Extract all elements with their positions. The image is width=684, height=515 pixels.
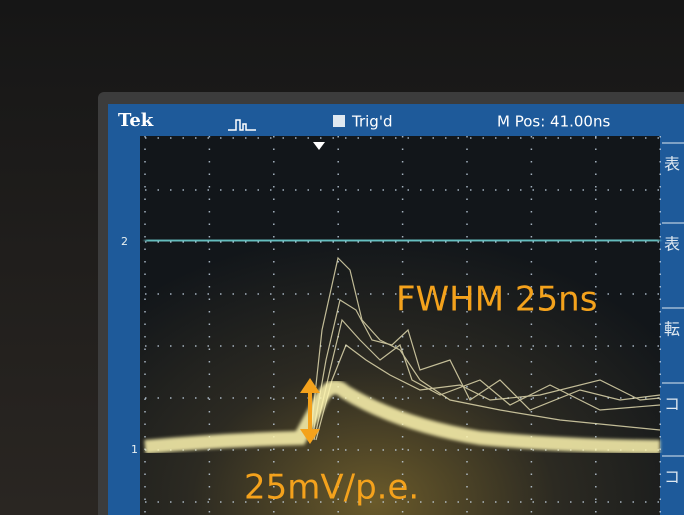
position: M Pos: 41.00ns xyxy=(497,113,610,131)
menu-item: コ xyxy=(664,395,680,414)
trigger-status: Trig'd xyxy=(351,113,392,131)
channel-1-label: 1 xyxy=(131,443,138,456)
brand: Tek xyxy=(118,110,154,131)
fwhm-annotation: FWHM 25ns xyxy=(396,280,597,320)
menu-item: 転 xyxy=(664,320,680,339)
screen xyxy=(140,136,660,515)
menu-item: 表 xyxy=(664,155,680,174)
page: Tek Trig'd M Pos: 41.00ns 2 1 FWHM 25ns … xyxy=(0,0,684,515)
trigger-box xyxy=(333,115,345,127)
gain-annotation: 25mV/p.e. xyxy=(244,468,419,508)
menu-item: コ xyxy=(664,468,680,487)
channel-2-label: 2 xyxy=(121,235,128,248)
menu-item: 表 xyxy=(664,235,680,254)
channel-2-trace xyxy=(145,240,660,241)
scope-photo: Tek Trig'd M Pos: 41.00ns 2 1 FWHM 25ns … xyxy=(0,0,684,515)
